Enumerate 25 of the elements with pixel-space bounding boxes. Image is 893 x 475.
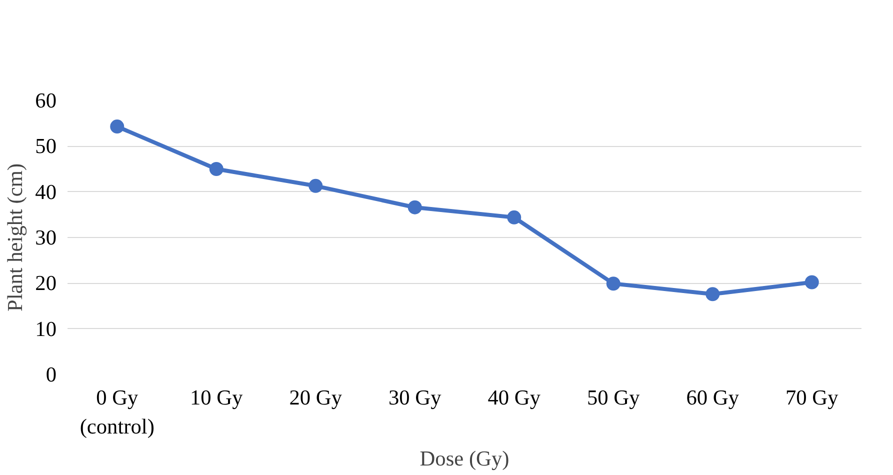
x-tick-label: 0 Gy (control) <box>80 386 154 438</box>
point <box>804 275 819 290</box>
y-tick-label: 50 <box>35 134 56 158</box>
point <box>706 287 720 302</box>
point <box>507 210 522 224</box>
x-tick-label: 40 Gy <box>488 386 541 410</box>
x-tick-label: 10 Gy <box>190 386 244 410</box>
point <box>606 276 620 291</box>
point <box>408 200 422 214</box>
y-tick-label: 20 <box>35 271 56 296</box>
y-axis-title: Plant height (cm) <box>3 163 28 312</box>
y-tick-label: 40 <box>35 180 56 204</box>
y-tick-label: 10 <box>35 316 56 341</box>
x-axis-title: Dose (Gy) <box>420 446 510 470</box>
x-tick-label: 30 Gy <box>388 386 442 410</box>
x-tick-label: 70 Gy <box>786 386 839 410</box>
point <box>209 162 224 176</box>
x-tick-label: 50 Gy <box>587 386 640 410</box>
point <box>308 178 323 193</box>
y-tick-label: 30 <box>35 226 56 250</box>
x-tick-label: 20 Gy <box>289 386 342 410</box>
y-tick-label: 60 <box>35 88 56 112</box>
y-tick-label: 0 <box>46 362 57 386</box>
x-tick-label: 60 Gy <box>686 386 740 410</box>
point <box>110 120 124 134</box>
